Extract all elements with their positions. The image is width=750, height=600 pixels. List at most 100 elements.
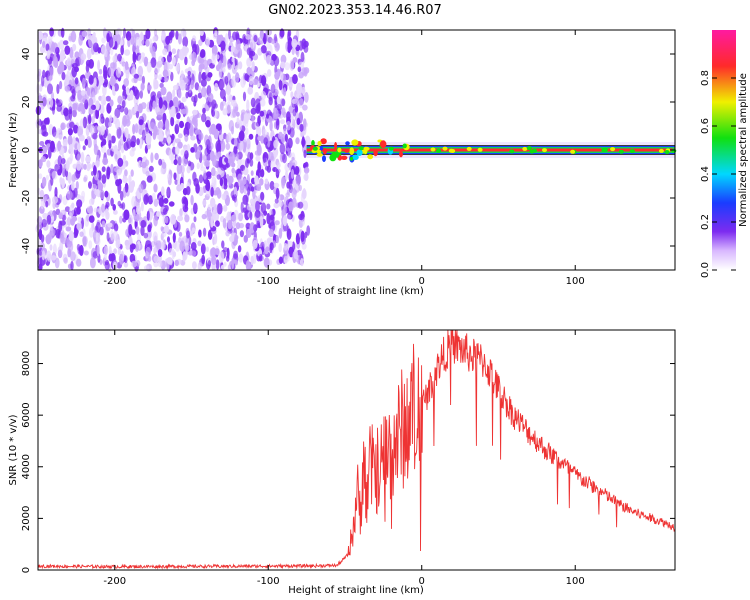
noise-speckle <box>82 116 87 129</box>
noise-speckle <box>263 137 269 146</box>
noise-speckle <box>61 237 67 245</box>
noise-speckle <box>216 34 222 45</box>
noise-speckle <box>46 214 52 225</box>
signal-onset-blob <box>349 147 355 155</box>
noise-speckle <box>233 194 237 203</box>
noise-speckle <box>279 142 286 155</box>
noise-speckle <box>258 253 263 262</box>
noise-speckle <box>123 209 130 221</box>
noise-speckle <box>158 158 163 166</box>
noise-speckle <box>135 226 140 235</box>
noise-speckle <box>134 123 139 134</box>
noise-speckle <box>72 43 77 52</box>
noise-speckle <box>78 134 85 142</box>
noise-speckle <box>227 264 232 271</box>
noise-speckle <box>158 96 163 109</box>
noise-speckle <box>175 30 179 40</box>
noise-speckle <box>262 33 267 45</box>
noise-speckle <box>266 212 271 225</box>
signal-onset-blob <box>322 155 326 163</box>
noise-speckle <box>207 92 214 103</box>
noise-speckle <box>249 211 253 221</box>
noise-speckle <box>295 137 300 145</box>
noise-speckle <box>161 186 165 196</box>
signal-onset-blob <box>356 149 363 157</box>
noise-speckle <box>216 174 222 180</box>
noise-speckle <box>276 162 281 169</box>
noise-speckle <box>260 191 265 201</box>
noise-speckle <box>303 162 307 169</box>
noise-speckle <box>185 242 189 252</box>
noise-speckle <box>260 168 265 178</box>
noise-speckle <box>175 63 180 72</box>
noise-speckle <box>292 57 298 63</box>
noise-speckle <box>289 81 293 88</box>
noise-speckle <box>191 51 197 63</box>
noise-speckle <box>274 42 280 52</box>
noise-speckle <box>82 235 88 246</box>
noise-speckle <box>113 248 117 255</box>
noise-speckle <box>260 115 266 122</box>
noise-speckle <box>298 98 304 109</box>
noise-speckle <box>93 42 99 53</box>
signal-band-blob <box>509 149 515 154</box>
signal-onset-blob <box>322 148 327 155</box>
noise-speckle <box>219 101 224 111</box>
noise-speckle <box>259 29 264 39</box>
noise-speckle <box>284 62 290 71</box>
noise-speckle <box>100 94 107 106</box>
noise-speckle <box>37 128 43 135</box>
noise-speckle <box>110 230 114 241</box>
noise-speckle <box>111 83 115 96</box>
noise-speckle <box>88 205 94 214</box>
noise-speckle <box>153 125 158 136</box>
noise-speckle <box>286 253 290 262</box>
noise-speckle <box>83 176 87 183</box>
noise-speckle <box>160 86 167 96</box>
noise-speckle <box>283 87 287 97</box>
noise-speckle <box>102 157 109 165</box>
noise-speckle <box>147 224 152 233</box>
noise-speckle <box>42 131 49 137</box>
noise-speckle <box>71 202 75 209</box>
colorbar-gradient <box>712 30 736 270</box>
noise-speckle <box>211 53 217 65</box>
signal-onset-blob <box>345 141 350 146</box>
noise-speckle <box>238 61 243 70</box>
noise-speckle <box>216 151 222 158</box>
noise-speckle <box>203 170 207 180</box>
noise-speckle <box>106 232 110 242</box>
noise-speckle <box>302 200 308 211</box>
signal-band-blob <box>618 149 624 154</box>
noise-speckle <box>251 115 255 124</box>
noise-speckle <box>184 134 189 142</box>
noise-speckle <box>262 154 267 164</box>
snr-y-tick-label: 4000 <box>21 454 32 479</box>
noise-speckle <box>292 179 297 186</box>
signal-band-blob <box>664 150 670 154</box>
noise-speckle <box>124 49 131 56</box>
colorbar-tick-label: 0.2 <box>700 214 711 230</box>
noise-speckle <box>66 157 73 165</box>
noise-speckle <box>146 61 152 73</box>
noise-speckle <box>171 133 175 141</box>
noise-speckle <box>153 247 157 254</box>
noise-speckle <box>252 239 258 250</box>
noise-speckle <box>219 132 224 141</box>
noise-speckle <box>169 106 175 117</box>
noise-speckle <box>110 163 114 174</box>
noise-speckle <box>102 138 107 146</box>
noise-speckle <box>82 77 86 90</box>
noise-speckle <box>264 165 270 171</box>
noise-speckle <box>202 227 207 237</box>
noise-speckle <box>237 245 242 253</box>
noise-speckle <box>75 181 79 190</box>
noise-speckle <box>212 33 218 39</box>
noise-speckle <box>249 158 254 167</box>
noise-speckle <box>215 54 220 60</box>
noise-speckle <box>140 220 147 228</box>
noise-speckle <box>289 59 295 71</box>
noise-speckle <box>213 179 217 190</box>
noise-speckle <box>132 51 137 61</box>
noise-speckle <box>180 82 187 91</box>
